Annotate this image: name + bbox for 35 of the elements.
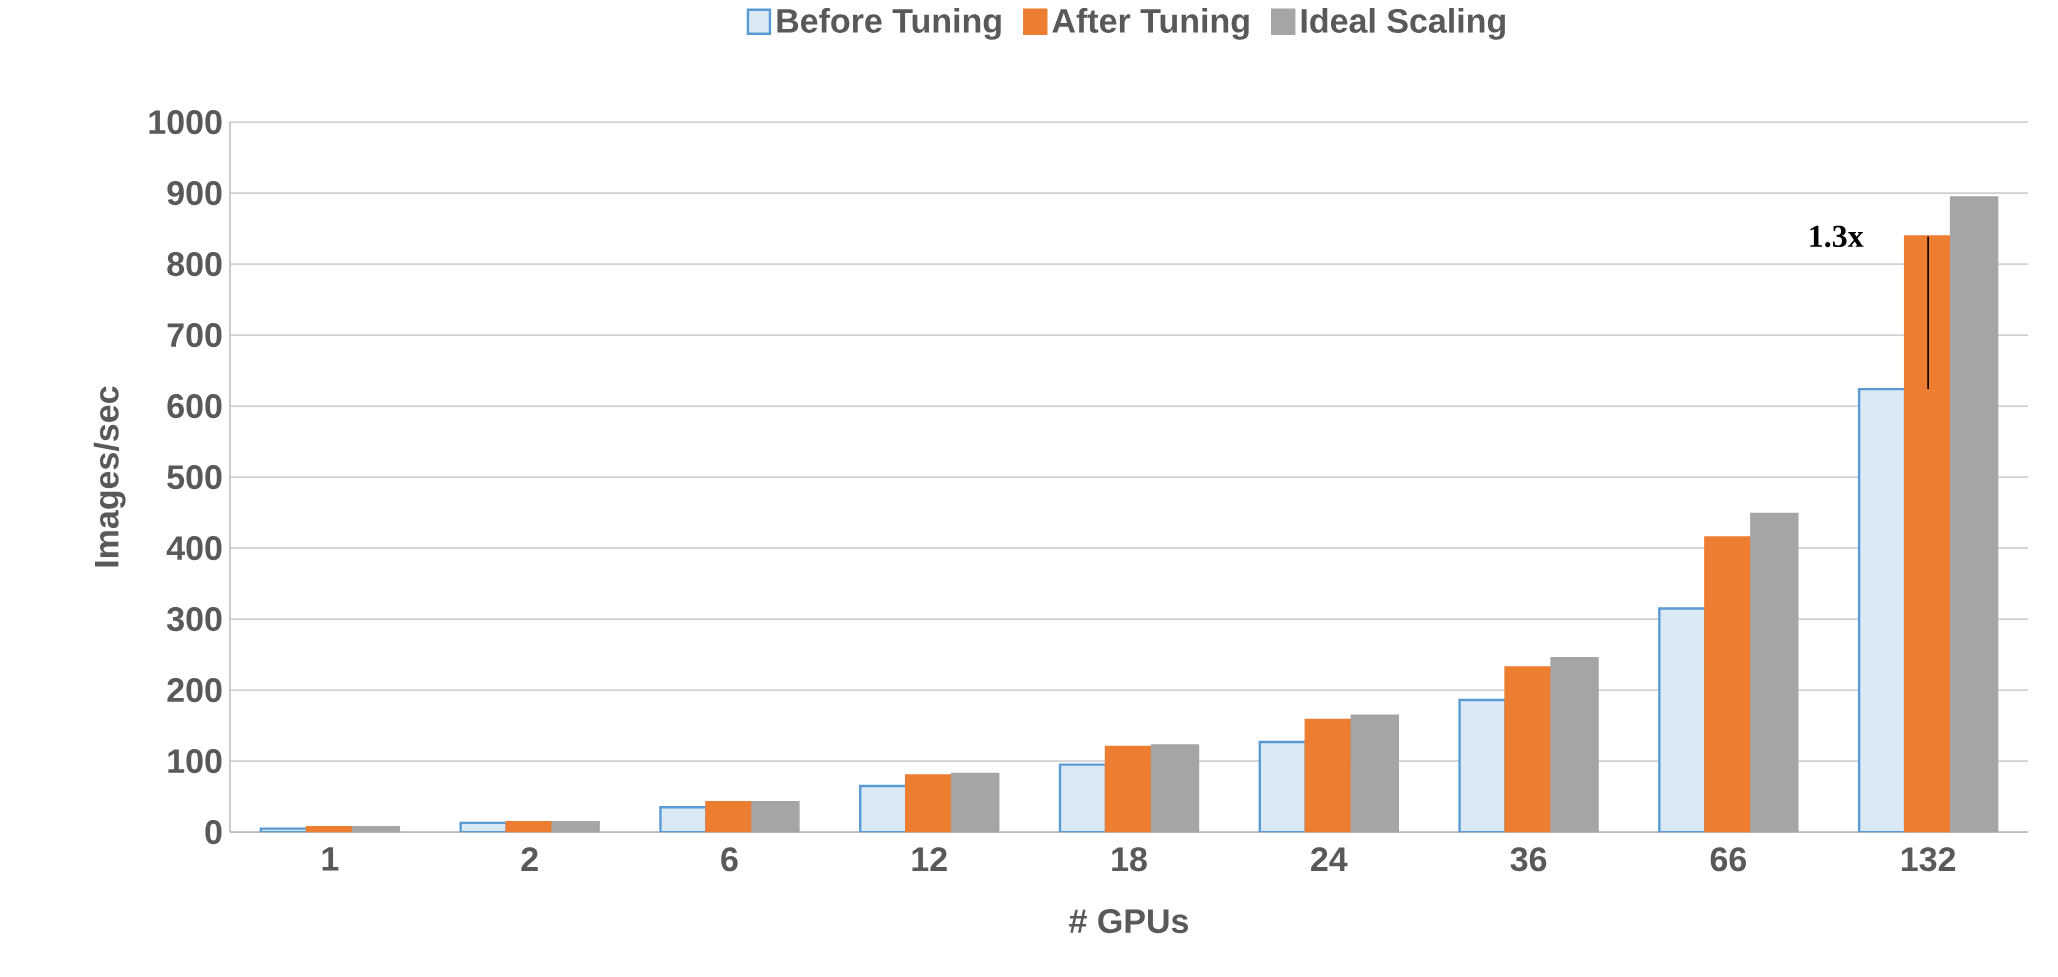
annotation: 1.3x bbox=[1810, 225, 1864, 248]
x-tick-label: 132 bbox=[1901, 847, 1956, 872]
y-tick-label: 400 bbox=[166, 536, 222, 561]
legend-label: Ideal Scaling bbox=[1301, 7, 1505, 40]
bar bbox=[1857, 387, 1907, 833]
y-tick-label: 100 bbox=[168, 749, 222, 774]
y-tick-label: 300 bbox=[166, 607, 222, 632]
bar bbox=[1658, 607, 1707, 833]
y-axis-title: Images/sec bbox=[93, 386, 126, 567]
legend-label: After Tuning bbox=[1052, 7, 1249, 40]
y-tick-label: 900 bbox=[167, 181, 222, 206]
x-tick-label: 6 bbox=[721, 847, 738, 872]
bar bbox=[1458, 698, 1507, 833]
x-tick-label: 24 bbox=[1311, 847, 1348, 871]
x-axis-title: # GPUs bbox=[1069, 908, 1189, 934]
x-tick-label: 18 bbox=[1112, 847, 1147, 872]
bar bbox=[1258, 740, 1307, 833]
y-tick-label: 700 bbox=[167, 323, 222, 348]
y-tick-label: 500 bbox=[167, 465, 222, 490]
legend-label: Before Tuning bbox=[777, 7, 1001, 40]
y-tick-label: 200 bbox=[167, 678, 222, 703]
x-tick-label: 36 bbox=[1510, 847, 1547, 872]
x-tick-label: 66 bbox=[1710, 847, 1747, 872]
y-tick-label: 1000 bbox=[149, 110, 222, 135]
y-tick-label: 0 bbox=[205, 820, 222, 845]
bar bbox=[259, 827, 309, 833]
x-tick-label: 1 bbox=[322, 847, 339, 871]
x-tick-label: 12 bbox=[912, 847, 947, 871]
x-tick-label: 2 bbox=[521, 847, 538, 871]
bar bbox=[859, 784, 908, 833]
bar bbox=[1058, 763, 1108, 833]
y-tick-label: 800 bbox=[167, 252, 222, 277]
bar bbox=[459, 821, 508, 833]
bar bbox=[659, 806, 708, 833]
y-tick-label: 600 bbox=[167, 394, 222, 419]
